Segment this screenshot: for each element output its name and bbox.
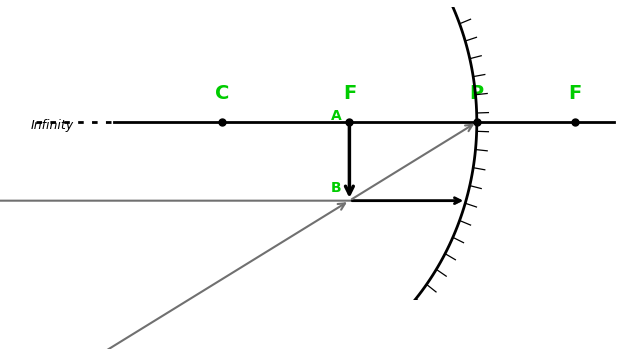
Text: P: P (470, 84, 484, 103)
Text: F: F (343, 84, 356, 103)
Text: A: A (331, 109, 342, 123)
Text: Infinity: Infinity (31, 119, 74, 132)
Text: B: B (331, 181, 342, 195)
Text: F: F (568, 84, 581, 103)
Text: C: C (215, 84, 229, 103)
